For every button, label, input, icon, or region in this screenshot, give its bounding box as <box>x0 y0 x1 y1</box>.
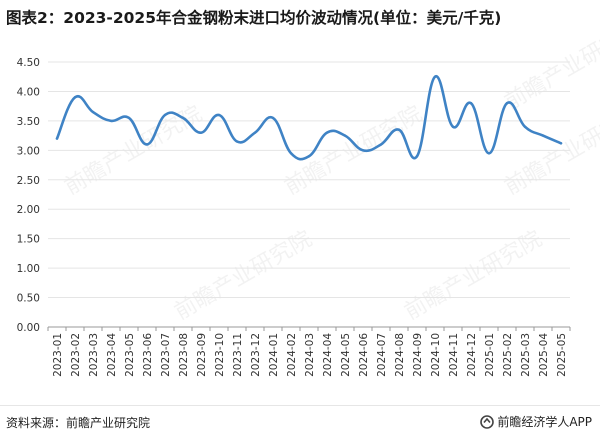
data-point <box>469 102 473 105</box>
y-tick-label: 0.50 <box>17 293 40 305</box>
data-point <box>199 131 203 134</box>
data-point <box>415 155 419 158</box>
y-tick-label: 1.00 <box>17 263 40 275</box>
x-tick-label: 2023-08 <box>178 333 190 377</box>
data-point <box>523 125 527 128</box>
data-point <box>163 113 167 117</box>
x-tick-label: 2024-07 <box>376 333 388 377</box>
data-point <box>181 116 185 120</box>
data-point <box>217 113 221 117</box>
x-tick-label: 2023-09 <box>196 333 208 377</box>
data-point <box>325 131 329 134</box>
x-tick-label: 2023-01 <box>52 333 64 377</box>
x-tick-label: 2024-11 <box>448 333 460 377</box>
x-tick-label: 2025-02 <box>502 333 514 377</box>
x-tick-label: 2024-02 <box>286 333 298 377</box>
data-point <box>55 137 59 140</box>
chart-title: 图表2：2023-2025年合金钢粉末进口均价波动情况(单位：美元/千克) <box>6 9 502 27</box>
y-tick-label: 2.50 <box>17 175 40 187</box>
x-tick-label: 2023-05 <box>124 333 136 377</box>
watermark-text: 前瞻产业研究院 <box>401 227 547 326</box>
x-tick-label: 2024-10 <box>430 333 442 377</box>
data-point <box>91 110 95 114</box>
y-tick-label: 1.50 <box>17 234 40 246</box>
data-point <box>307 155 311 158</box>
x-tick-label: 2024-04 <box>322 333 334 377</box>
x-tick-label: 2025-01 <box>484 333 496 377</box>
data-point <box>271 116 275 120</box>
x-tick-label: 2024-06 <box>358 333 370 377</box>
x-tick-label: 2023-07 <box>160 333 172 377</box>
y-tick-label: 3.00 <box>17 145 40 157</box>
x-tick-label: 2024-01 <box>268 333 280 377</box>
y-tick-label: 4.50 <box>17 57 40 69</box>
data-point <box>253 131 257 134</box>
series-line <box>55 75 563 161</box>
brand-name: 前瞻经济学人APP <box>497 415 592 429</box>
x-tick-label: 2023-06 <box>142 333 154 377</box>
x-tick-label: 2023-02 <box>70 333 82 377</box>
y-tick-label: 4.00 <box>17 86 40 98</box>
x-tick-label: 2023-12 <box>250 333 262 377</box>
grid-lines <box>48 61 570 328</box>
data-point <box>289 152 293 155</box>
source-note: 资料来源：前瞻产业研究院 <box>6 416 151 430</box>
x-tick-label: 2023-04 <box>106 333 118 377</box>
x-tick-label: 2024-09 <box>412 333 424 377</box>
data-point <box>361 149 365 152</box>
data-point <box>109 119 113 123</box>
x-tick-label: 2023-11 <box>232 333 244 377</box>
x-tick-label: 2024-12 <box>466 333 478 377</box>
data-point <box>487 152 491 155</box>
data-point <box>559 142 563 145</box>
watermark-text: 前瞻产业研究院 <box>61 102 207 201</box>
footer-divider <box>0 405 600 406</box>
x-axis: 2023-01 2023-02 2023-03 2023-04 2023-05 2023-… <box>47 327 571 377</box>
data-point <box>145 143 149 146</box>
x-tick-label: 2024-05 <box>340 333 352 377</box>
y-tick-label: 2.00 <box>17 204 40 216</box>
data-point <box>433 75 437 78</box>
data-point <box>235 140 239 143</box>
watermark-text: 前瞻产业研究院 <box>281 102 427 201</box>
brand-logo-icon <box>480 414 495 429</box>
watermark-text: 前瞻产业研究院 <box>171 227 317 326</box>
x-tick-label: 2024-03 <box>304 333 316 377</box>
watermark-text: 前瞻产业研究院 <box>501 17 600 116</box>
y-tick-label: 0.00 <box>17 322 40 334</box>
data-point <box>505 102 509 105</box>
y-axis: 0.00 0.50 1.00 1.50 2.00 2.50 3.00 3.50 4.00 4.50 <box>17 57 40 334</box>
x-tick-label: 2024-08 <box>394 333 406 377</box>
data-point <box>343 134 347 137</box>
data-point <box>451 125 455 128</box>
data-point <box>379 143 383 146</box>
data-point <box>127 116 131 120</box>
watermark-text: 前瞻产业研究院 <box>501 102 600 201</box>
y-tick-label: 3.50 <box>17 116 40 128</box>
x-tick-label: 2025-04 <box>538 333 550 377</box>
x-tick-label: 2025-05 <box>556 333 568 377</box>
x-tick-label: 2023-10 <box>214 333 226 377</box>
brand-credit: 前瞻经济学人APP <box>480 413 592 430</box>
data-point <box>541 134 545 137</box>
data-point <box>397 128 401 131</box>
x-tick-label: 2023-03 <box>88 333 100 377</box>
x-tick-label: 2025-03 <box>520 333 532 377</box>
data-point <box>73 96 77 99</box>
